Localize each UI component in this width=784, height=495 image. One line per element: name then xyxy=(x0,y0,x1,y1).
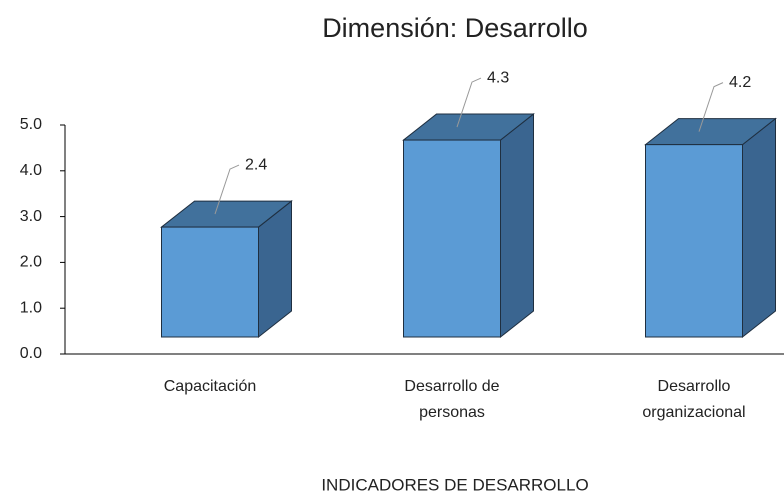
y-tick-label: 1.0 xyxy=(20,299,42,316)
bar-side xyxy=(500,113,534,339)
data-label: 4.2 xyxy=(729,74,751,91)
y-tick-label: 0.0 xyxy=(20,345,42,362)
data-label: 4.3 xyxy=(487,69,509,86)
leader-line xyxy=(214,164,240,215)
x-tick-label: Desarrollo organizacional xyxy=(642,378,746,421)
chart-title: Dimensión: Desarrollo xyxy=(322,13,588,43)
y-tick-label: 2.0 xyxy=(20,254,42,271)
y-tick-label: 3.0 xyxy=(20,208,42,225)
x-axis-title: INDICADORES DE DESARROLLO xyxy=(321,475,588,494)
bar xyxy=(161,226,259,338)
leader-line xyxy=(456,77,482,128)
x-tick-label: Desarrollo de personas xyxy=(404,378,500,421)
y-tick-label: 5.0 xyxy=(20,116,42,133)
x-tick-label: Capacitación xyxy=(163,378,257,395)
data-label: 2.4 xyxy=(245,156,267,173)
y-tick-label: 4.0 xyxy=(20,162,42,179)
bar xyxy=(403,139,501,338)
bar xyxy=(645,144,743,338)
bar-side xyxy=(742,117,776,339)
leader-line xyxy=(698,82,724,132)
